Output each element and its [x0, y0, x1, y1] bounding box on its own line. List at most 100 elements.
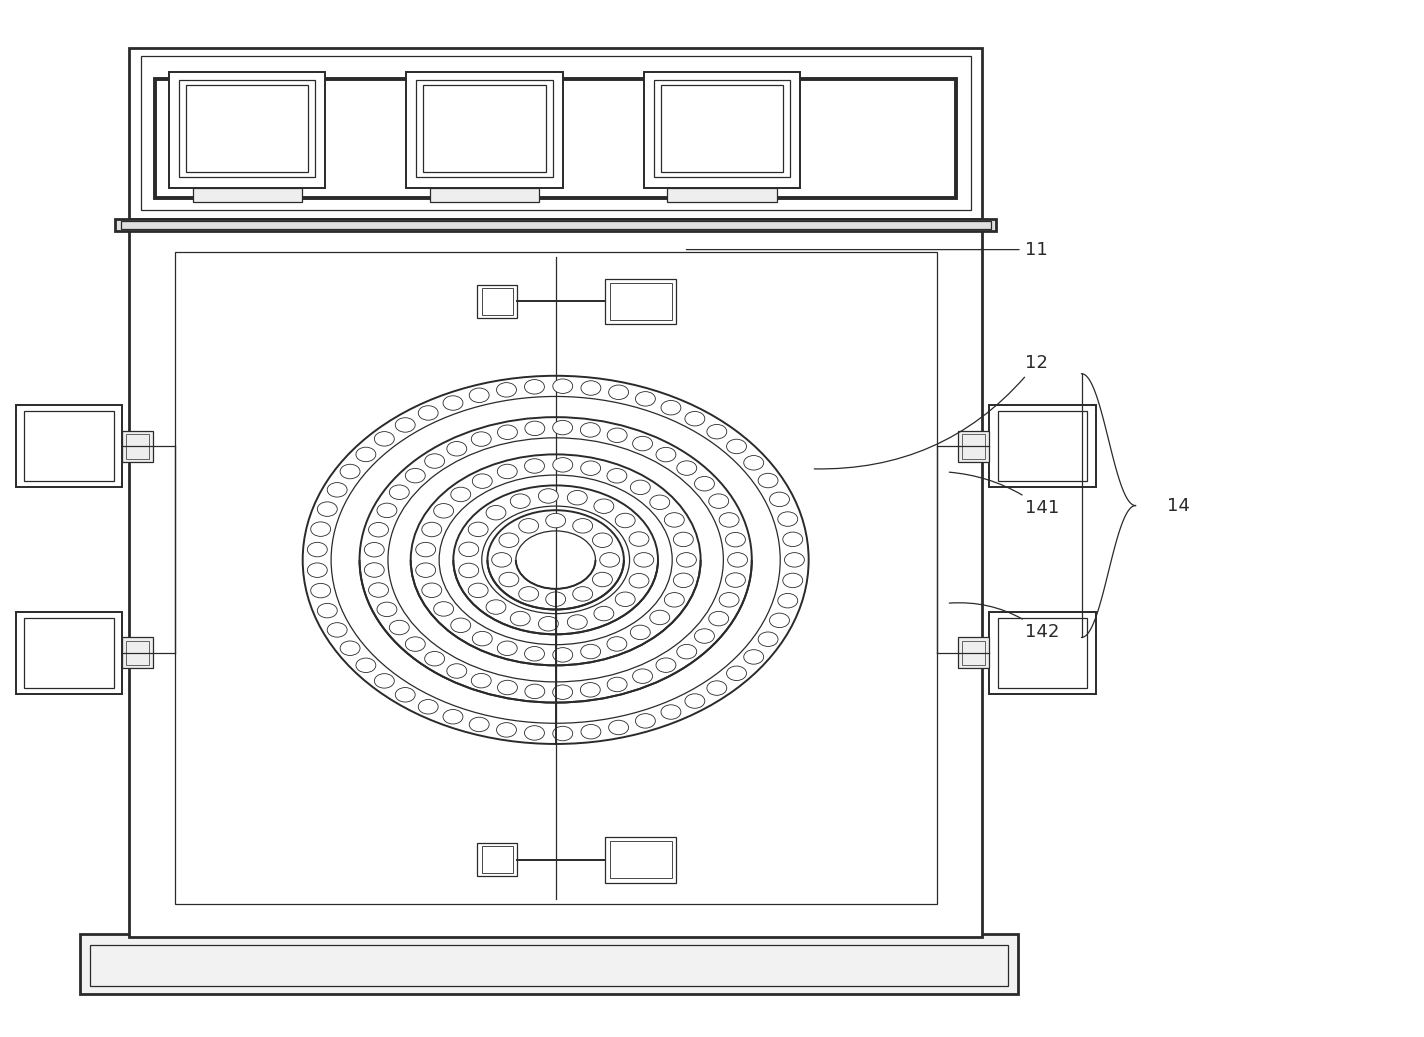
Circle shape [632, 437, 652, 451]
Circle shape [728, 553, 748, 567]
Circle shape [486, 505, 506, 520]
Circle shape [471, 431, 491, 446]
Circle shape [406, 469, 426, 483]
Circle shape [743, 650, 763, 664]
Circle shape [665, 512, 685, 527]
Circle shape [758, 473, 778, 487]
Circle shape [498, 572, 518, 587]
Bar [169, 72, 326, 188]
Circle shape [396, 418, 416, 432]
Bar [430, 188, 540, 202]
Bar [141, 56, 971, 211]
Bar [958, 638, 990, 669]
Circle shape [491, 553, 511, 567]
Bar [115, 219, 997, 231]
Circle shape [634, 553, 654, 567]
Circle shape [356, 658, 376, 673]
Circle shape [459, 563, 478, 578]
Circle shape [572, 587, 592, 601]
Circle shape [365, 542, 384, 557]
Circle shape [389, 620, 409, 635]
Circle shape [318, 502, 337, 516]
Bar [127, 433, 150, 458]
Bar [127, 641, 150, 666]
Circle shape [497, 680, 517, 695]
Circle shape [608, 721, 628, 734]
Circle shape [447, 442, 467, 456]
Bar [998, 411, 1087, 481]
Circle shape [685, 694, 705, 708]
Bar [654, 80, 790, 177]
Circle shape [553, 684, 572, 699]
Circle shape [661, 705, 681, 720]
Circle shape [726, 666, 746, 680]
Circle shape [629, 573, 649, 588]
Circle shape [510, 494, 530, 508]
Circle shape [615, 513, 635, 528]
Circle shape [607, 637, 627, 651]
Circle shape [524, 726, 544, 740]
Circle shape [635, 713, 655, 728]
Circle shape [340, 465, 360, 479]
Circle shape [524, 458, 544, 473]
Bar [990, 612, 1095, 695]
Circle shape [443, 709, 463, 724]
Circle shape [451, 618, 471, 633]
Circle shape [328, 482, 347, 497]
Circle shape [424, 454, 444, 469]
Circle shape [396, 688, 416, 702]
Bar [80, 934, 1018, 994]
Bar [477, 843, 517, 876]
Circle shape [581, 725, 601, 739]
Circle shape [719, 592, 739, 607]
Circle shape [538, 617, 558, 630]
Circle shape [676, 553, 696, 567]
Circle shape [743, 455, 763, 470]
Bar [179, 80, 316, 177]
Text: 141: 141 [950, 472, 1059, 517]
Circle shape [525, 421, 545, 436]
Circle shape [629, 532, 649, 546]
Circle shape [328, 622, 347, 637]
Circle shape [553, 379, 572, 393]
Circle shape [608, 385, 628, 399]
Circle shape [656, 657, 676, 672]
Circle shape [553, 726, 572, 740]
Circle shape [706, 681, 726, 695]
Circle shape [553, 648, 572, 662]
Bar [963, 641, 985, 666]
Circle shape [468, 583, 488, 597]
Circle shape [594, 607, 614, 621]
Circle shape [308, 563, 328, 578]
Circle shape [497, 641, 517, 655]
Circle shape [725, 572, 745, 587]
Bar [998, 618, 1087, 689]
Circle shape [635, 392, 655, 407]
Circle shape [510, 612, 530, 625]
Circle shape [497, 383, 517, 397]
Circle shape [581, 461, 601, 475]
Bar [122, 638, 154, 669]
Circle shape [783, 573, 803, 588]
Bar [644, 72, 800, 188]
Circle shape [592, 572, 612, 587]
Circle shape [497, 425, 517, 440]
Circle shape [600, 553, 619, 567]
Bar [668, 188, 776, 202]
Circle shape [377, 602, 397, 617]
Circle shape [470, 718, 490, 732]
Circle shape [769, 493, 789, 507]
Circle shape [518, 518, 538, 533]
Circle shape [377, 503, 397, 517]
Circle shape [318, 604, 337, 618]
Circle shape [581, 381, 601, 395]
Text: 12: 12 [815, 355, 1048, 469]
Circle shape [356, 447, 376, 461]
Circle shape [649, 495, 669, 509]
Circle shape [581, 682, 601, 697]
Bar [605, 279, 676, 325]
Circle shape [310, 584, 330, 598]
Circle shape [471, 673, 491, 688]
Bar [122, 430, 154, 461]
Bar [609, 283, 672, 320]
